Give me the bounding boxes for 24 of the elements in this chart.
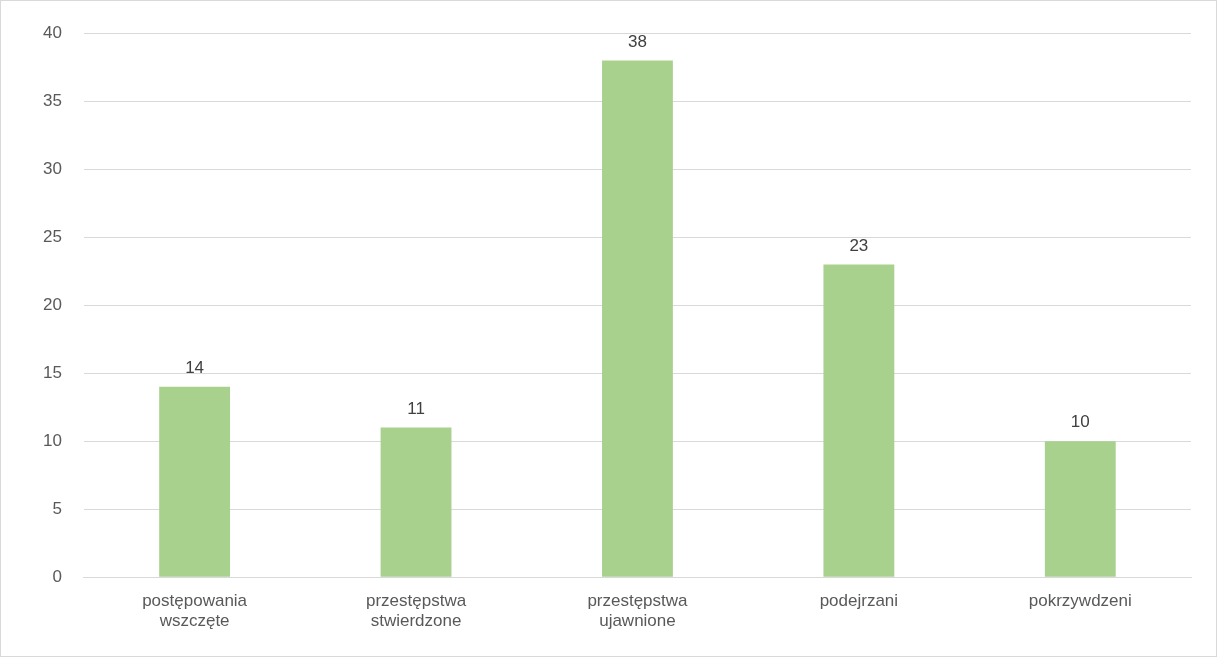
data-label: 38	[627, 31, 647, 51]
bar	[823, 264, 895, 577]
bar	[602, 60, 673, 577]
y-tick-label: 25	[42, 226, 62, 246]
bar	[1044, 441, 1116, 577]
x-tick-label: pokrzywdzeni	[1028, 591, 1132, 611]
data-label: 10	[1070, 412, 1090, 432]
bar	[380, 427, 452, 577]
y-tick-label: 15	[42, 362, 62, 382]
y-tick-label: 35	[42, 90, 62, 110]
data-label: 14	[185, 357, 205, 377]
x-tick-label: przestępstwa stwierdzone	[365, 591, 467, 631]
y-tick-label: 0	[52, 566, 62, 586]
y-tick-label: 5	[52, 498, 62, 518]
x-tick-label: postępowania wszczęte	[142, 591, 248, 631]
y-tick-label: 40	[42, 22, 62, 42]
y-tick-label: 30	[42, 158, 62, 178]
bar	[159, 386, 231, 577]
data-label: 11	[407, 398, 425, 418]
data-label: 23	[849, 235, 869, 255]
x-tick-label: przestępstwa ujawnione	[587, 591, 689, 631]
y-tick-label: 20	[42, 294, 62, 314]
y-tick-label: 10	[42, 430, 62, 450]
x-tick-label: podejrzani	[819, 591, 899, 611]
